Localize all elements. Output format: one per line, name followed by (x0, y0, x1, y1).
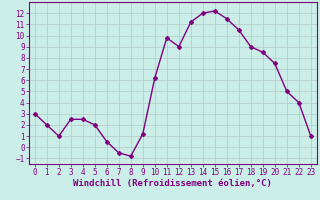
X-axis label: Windchill (Refroidissement éolien,°C): Windchill (Refroidissement éolien,°C) (73, 179, 272, 188)
